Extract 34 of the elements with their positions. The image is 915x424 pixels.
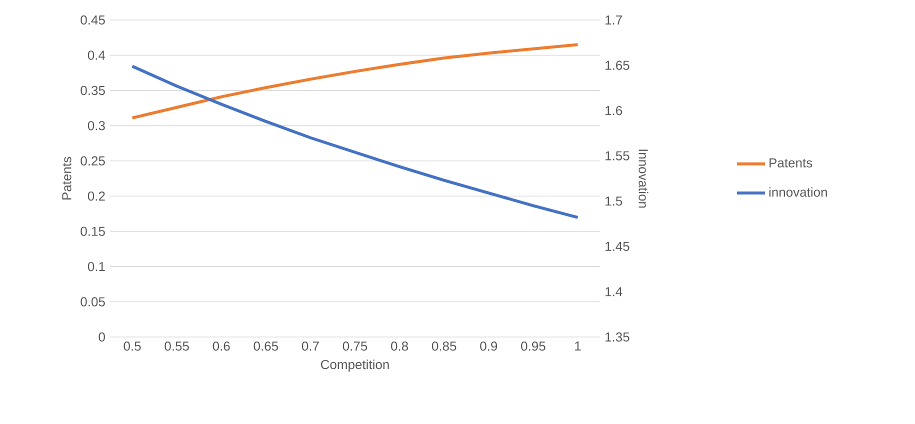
y-tick-label: 0.35 xyxy=(80,86,105,96)
y-tick-label: 0.1 xyxy=(88,262,105,272)
x-tick-label: 0.55 xyxy=(164,342,189,351)
y2-tick-label: 1.45 xyxy=(606,242,630,251)
y-axis-title: Patents xyxy=(62,156,72,200)
x-axis-title: Competition xyxy=(320,360,389,372)
y2-tick-label: 1.55 xyxy=(606,151,630,160)
legend-label: Patents xyxy=(770,158,812,168)
y2-tick-label: 1.6 xyxy=(606,106,622,116)
x-tick-label: 1 xyxy=(575,342,581,350)
y-tick-label: 0.3 xyxy=(88,121,105,130)
y-tick-label: 0.25 xyxy=(80,156,105,166)
x-tick-label: 0.8 xyxy=(391,342,408,351)
y-tick-label: 0.2 xyxy=(88,192,105,201)
y2-tick-label: 1.7 xyxy=(606,16,622,24)
y-tick-label: 0.15 xyxy=(80,226,105,236)
x-tick-label: 0.65 xyxy=(254,342,278,351)
y2-tick-label: 1.5 xyxy=(606,196,622,206)
y2-axis-title: Innovation xyxy=(638,150,648,208)
y2-tick-label: 1.4 xyxy=(606,287,622,296)
x-tick-label: 0.9 xyxy=(480,342,498,351)
x-tick-label: 0.5 xyxy=(124,342,141,351)
x-tick-label: 0.6 xyxy=(212,342,230,351)
x-tick-label: 0.7 xyxy=(302,342,319,351)
legend-label: innovation xyxy=(769,187,827,197)
y2-tick-label: 1.65 xyxy=(606,60,630,70)
y-tick-label: 0.4 xyxy=(88,50,106,60)
x-tick-label: 0.75 xyxy=(342,342,368,351)
y2-tick-label: 1.35 xyxy=(606,332,630,342)
x-tick-label: 0.95 xyxy=(521,342,546,351)
x-tick-label: 0.85 xyxy=(432,342,456,351)
y-tick-label: 0 xyxy=(98,332,105,342)
y-tick-label: 0.05 xyxy=(80,297,105,306)
y-tick-label: 0.45 xyxy=(80,15,105,25)
